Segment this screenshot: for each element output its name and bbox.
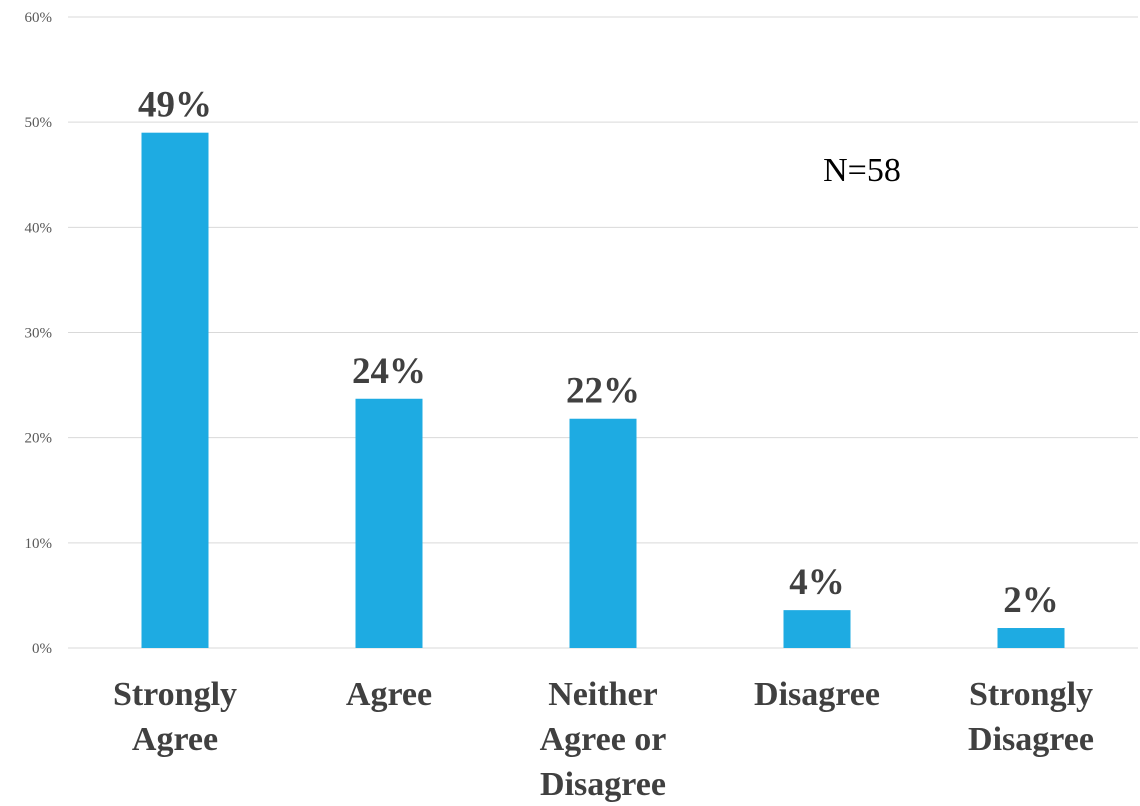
bar bbox=[569, 418, 637, 648]
category-label: Strongly Agree bbox=[113, 676, 237, 758]
data-label: 24% bbox=[352, 351, 426, 392]
bar bbox=[783, 610, 851, 648]
category-label: Disagree bbox=[754, 676, 880, 713]
sample-size-annotation: N=58 bbox=[823, 152, 901, 189]
category-label: Agree bbox=[346, 676, 432, 713]
category-label-line: Strongly bbox=[969, 676, 1093, 713]
y-axis-ticks: 0% 10% 20% 30% 40% 50% 60% bbox=[25, 10, 53, 657]
data-labels: 49% 24% 22% 4% 2% bbox=[138, 85, 1059, 621]
data-label: 49% bbox=[138, 85, 212, 126]
y-tick-label: 50% bbox=[25, 115, 53, 131]
category-labels: Strongly Agree Agree Neither Agree or Disagre… bbox=[113, 676, 1094, 803]
category-label: Neither Agree or Disagree bbox=[540, 676, 667, 803]
bar bbox=[141, 132, 209, 648]
y-tick-label: 20% bbox=[25, 431, 53, 447]
data-label: 2% bbox=[1003, 580, 1059, 621]
data-label: 4% bbox=[789, 562, 845, 603]
category-label-line: Agree bbox=[346, 676, 432, 713]
bar bbox=[355, 398, 423, 648]
category-label-line: Disagree bbox=[968, 721, 1094, 758]
bar bbox=[997, 628, 1065, 648]
category-label-line: Agree bbox=[132, 721, 218, 758]
y-tick-label: 60% bbox=[25, 10, 53, 26]
y-tick-label: 30% bbox=[25, 326, 53, 342]
y-tick-label: 40% bbox=[25, 220, 53, 236]
y-tick-label: 0% bbox=[32, 641, 52, 657]
data-label: 22% bbox=[566, 371, 640, 412]
category-label-line: Strongly bbox=[113, 676, 237, 713]
bars bbox=[141, 132, 1065, 648]
category-label-line: Agree or bbox=[540, 721, 667, 758]
category-label: Strongly Disagree bbox=[968, 676, 1094, 758]
category-label-line: Disagree bbox=[540, 766, 666, 803]
y-tick-label: 10% bbox=[25, 536, 53, 552]
category-label-line: Neither bbox=[548, 676, 658, 713]
category-label-line: Disagree bbox=[754, 676, 880, 713]
